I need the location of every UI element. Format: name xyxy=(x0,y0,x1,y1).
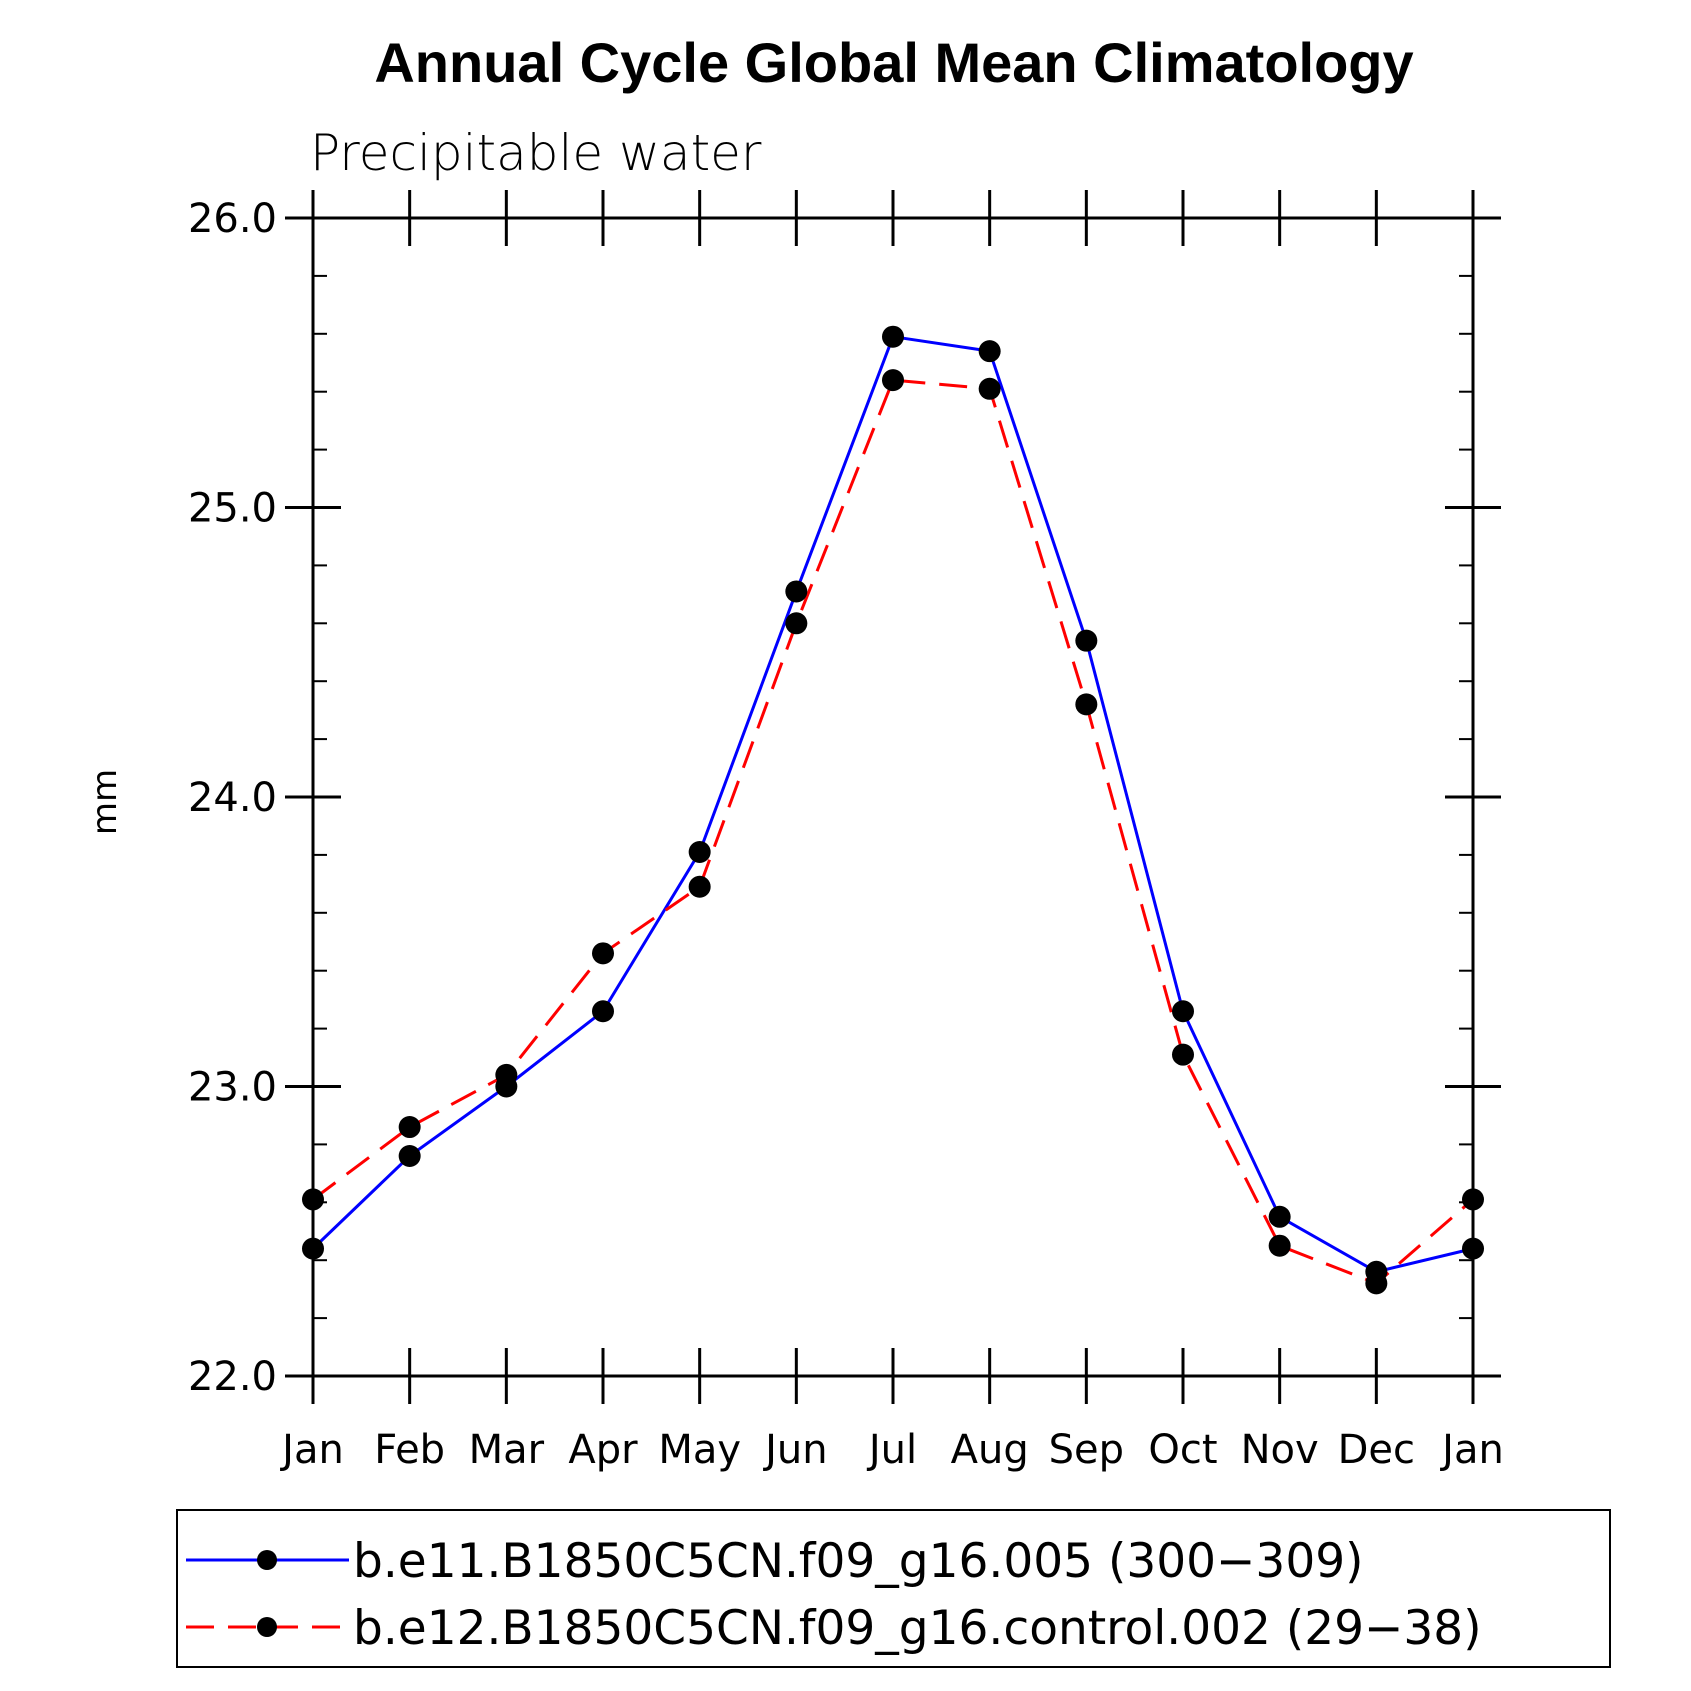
y-axis-label: mm xyxy=(85,769,125,835)
series-1-point xyxy=(1172,1000,1194,1023)
legend-label-2: b.e12.B1850C5CN.f09_g16.control.002 (29−… xyxy=(353,1601,1482,1656)
series-2-point xyxy=(978,377,1001,400)
series-2-point xyxy=(592,942,614,965)
x-tick-label: May xyxy=(658,1427,741,1473)
x-tick-label: Feb xyxy=(374,1427,445,1473)
series-1-point xyxy=(882,325,904,348)
x-tick-label: Dec xyxy=(1338,1427,1415,1473)
y-tick-label: 24.0 xyxy=(188,775,277,821)
x-tick-label: Apr xyxy=(568,1427,638,1473)
y-tick-label: 22.0 xyxy=(188,1354,277,1400)
y-tick-label: 23.0 xyxy=(188,1065,277,1111)
series-1-point xyxy=(1268,1205,1291,1228)
series-1-point xyxy=(398,1144,421,1167)
x-tick-label: Sep xyxy=(1049,1427,1124,1473)
series-1-point xyxy=(1075,629,1098,652)
x-tick-label: Oct xyxy=(1148,1427,1217,1473)
series-line-1 xyxy=(311,335,1474,1274)
legend-label-1: b.e11.B1850C5CN.f09_g16.005 (300−309) xyxy=(353,1534,1363,1589)
series-1-point xyxy=(592,1000,614,1023)
series-2-point xyxy=(1365,1272,1388,1295)
series-1-point xyxy=(978,340,1001,363)
series-2-point xyxy=(1268,1234,1291,1257)
plot-frame xyxy=(311,216,1475,1378)
y-tick-label: 26.0 xyxy=(188,196,277,242)
tick-marks xyxy=(285,190,1501,1404)
series-2-point xyxy=(302,1188,324,1211)
series-1-point xyxy=(302,1237,324,1260)
x-tick-label: Jan xyxy=(279,1427,344,1473)
legend: b.e11.B1850C5CN.f09_g16.005 (300−309) b.e… xyxy=(186,1534,1482,1656)
chart-title: Annual Cycle Global Mean Climatology xyxy=(374,31,1413,94)
series-2-point xyxy=(1075,693,1098,716)
x-tick-label: Jan xyxy=(1439,1427,1504,1473)
x-tick-label: Jun xyxy=(762,1427,828,1473)
series-2-point xyxy=(688,875,711,898)
series-2-point xyxy=(495,1063,518,1086)
series-2-point xyxy=(785,612,808,635)
series-2-point xyxy=(1172,1043,1194,1066)
legend-marker-2 xyxy=(257,1617,277,1637)
series-line-2 xyxy=(312,378,1474,1285)
series-2-point xyxy=(882,369,904,392)
series-1-point xyxy=(1462,1237,1484,1260)
series-1-point xyxy=(688,841,711,864)
legend-marker-1 xyxy=(257,1550,277,1570)
series-2-point xyxy=(398,1116,421,1139)
x-tick-label: Mar xyxy=(469,1427,545,1473)
y-tick-labels: 22.0 23.0 24.0 25.0 26.0 xyxy=(188,196,277,1400)
series-group xyxy=(302,325,1484,1295)
x-tick-labels: Jan Feb Mar Apr May Jun Jul Aug Sep Oct Nov Dec Jan xyxy=(279,1427,1504,1473)
x-tick-label: Nov xyxy=(1241,1427,1319,1473)
chart-subtitle: Precipitable water xyxy=(310,124,762,182)
x-tick-label: Jul xyxy=(866,1427,917,1473)
series-2-point xyxy=(1462,1188,1484,1211)
x-tick-label: Aug xyxy=(951,1427,1029,1473)
legend-box xyxy=(176,1509,1611,1668)
y-tick-label: 25.0 xyxy=(188,486,277,532)
series-1-point xyxy=(785,580,808,603)
